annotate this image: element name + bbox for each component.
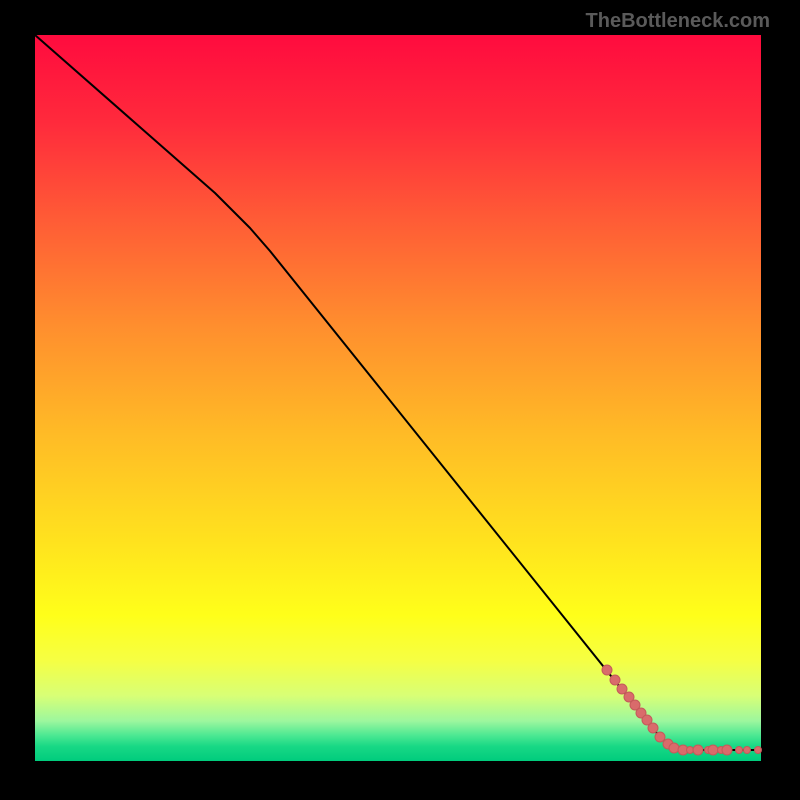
data-marker: [693, 745, 703, 755]
data-marker: [744, 747, 751, 754]
data-marker: [602, 665, 612, 675]
chart-container: TheBottleneck.com: [0, 0, 800, 800]
data-marker: [708, 745, 718, 755]
data-marker: [669, 743, 679, 753]
data-marker: [617, 684, 627, 694]
data-marker: [722, 745, 732, 755]
data-marker: [610, 675, 620, 685]
data-marker: [655, 732, 665, 742]
data-marker: [687, 747, 694, 754]
data-marker: [736, 747, 743, 754]
chart-svg: [0, 0, 800, 800]
data-marker: [755, 747, 762, 754]
data-marker: [648, 723, 658, 733]
curve-line: [35, 35, 761, 750]
